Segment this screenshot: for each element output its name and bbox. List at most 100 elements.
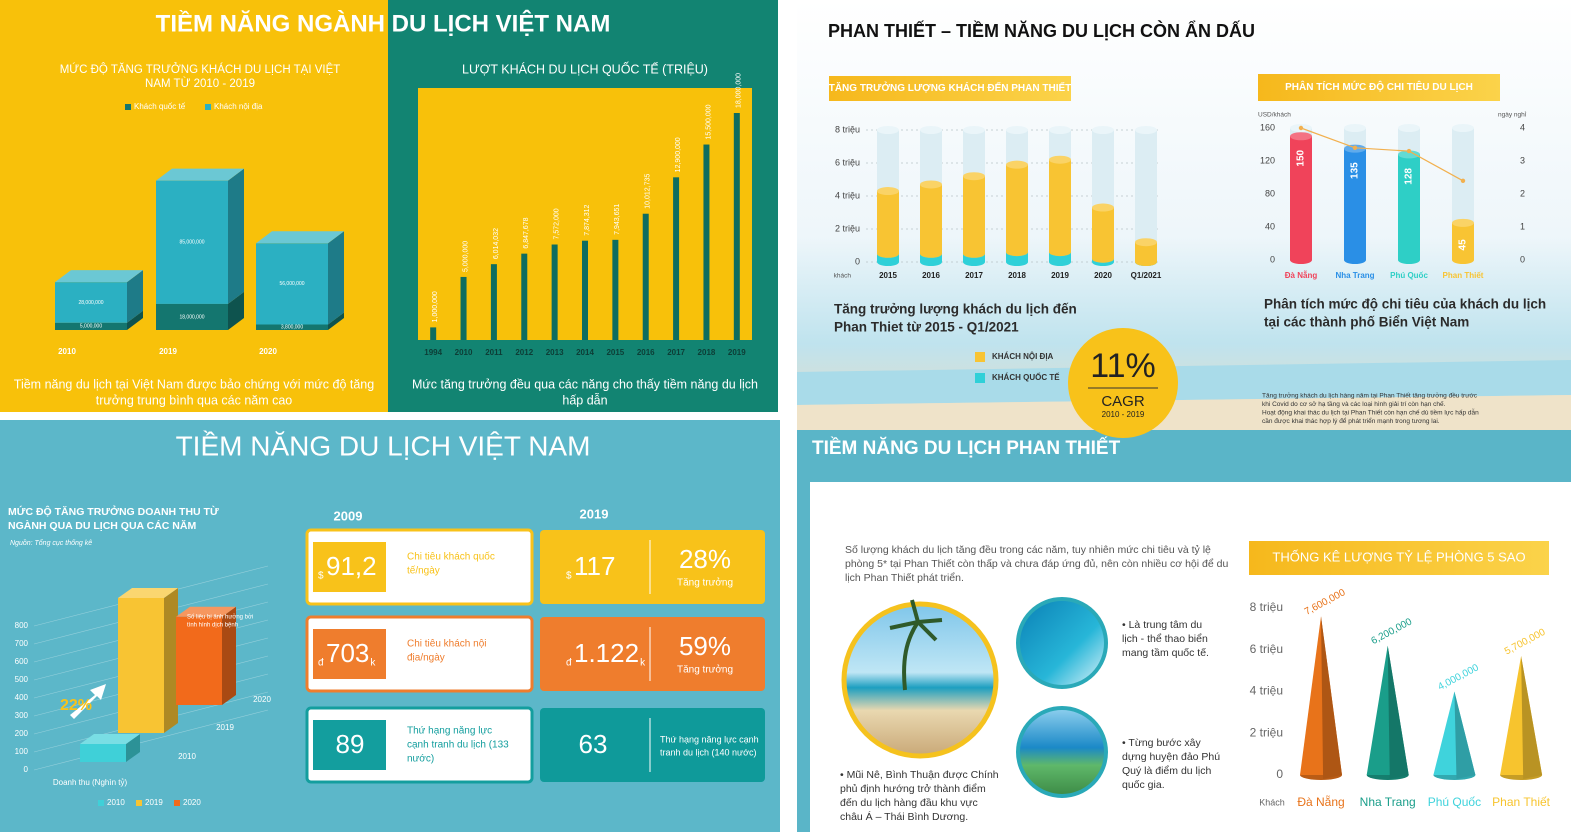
bar [256, 243, 328, 325]
bar-track-top [1452, 124, 1474, 132]
x-tick-label: 2011 [485, 348, 503, 357]
bar-top [118, 588, 178, 598]
caption: Phan Thiet từ 2015 - Q1/2021 [834, 320, 1019, 335]
sand [797, 395, 1571, 430]
chart-title: MỨC ĐỘ TĂNG TRƯỞNG DOANH THU TỪ [8, 505, 219, 518]
x-tick-label: 2013 [546, 348, 564, 357]
cone-shade [1521, 656, 1543, 779]
caption: Phân tích mức độ chi tiêu của khách du l… [1264, 297, 1546, 312]
unit-suffix: k [640, 657, 646, 668]
value-label: 5,000,000 [80, 324, 102, 330]
palm [889, 599, 943, 691]
y-tick-label: 0 [855, 256, 860, 266]
x-tick-label: 2015 [879, 271, 897, 280]
legend-swatch [205, 104, 211, 110]
year-header: 2019 [580, 506, 609, 521]
growth-value: 28% [679, 544, 731, 574]
bar-top [156, 168, 244, 181]
bar-top [1135, 238, 1157, 247]
y-tick-label: 200 [15, 729, 29, 738]
y-tick-label: 8 triệu [835, 124, 860, 134]
bar-side [328, 312, 344, 330]
x-tick-label: 2017 [965, 271, 983, 280]
value-label: 28,000,000 [78, 300, 103, 306]
y-tick-label: 600 [15, 657, 29, 666]
x-tick-label: 2020 [1094, 271, 1112, 280]
card [540, 530, 765, 604]
value-label: 135 [1350, 162, 1361, 179]
bar-top [1398, 150, 1420, 159]
value-label: 18,000,000 [736, 73, 743, 108]
x-tick-label: Nha Trang [1360, 795, 1416, 809]
bar [1344, 148, 1366, 260]
y2-axis-label: ngày nghỉ [1498, 111, 1527, 119]
y-tick-label: 80 [1265, 188, 1275, 198]
y-tick-label: 0 [24, 765, 29, 774]
bar [118, 598, 164, 733]
line-point [1298, 125, 1304, 131]
line-point [1352, 145, 1358, 150]
bar-top [1006, 160, 1028, 169]
y2-tick-label: 4 [1520, 122, 1525, 132]
unit-prefix: đ [318, 657, 324, 668]
x-tick-label: 2018 [1008, 271, 1026, 280]
bar [1006, 252, 1028, 262]
bar [733, 113, 740, 340]
bar [430, 327, 437, 340]
intro: phòng 5* tại Phan Thiết còn thấp và chưa… [845, 558, 1228, 570]
value-label: 18,000,000 [179, 314, 204, 320]
caption: trưởng trung bình qua các năm cao [96, 393, 293, 407]
bar-track-top [1398, 124, 1420, 132]
bar-track-top [963, 126, 985, 134]
legend-label: Khách nội địa [214, 102, 263, 111]
legend-label: 2020 [183, 798, 201, 807]
bar [920, 253, 942, 262]
chart-header [1249, 541, 1549, 575]
growth-value: 59% [679, 631, 731, 661]
x-tick-label: 2017 [667, 348, 685, 357]
bullet: lịch - thể thao biển [1122, 633, 1208, 645]
bar-top [1049, 155, 1071, 164]
chart-title: LƯỢT KHÁCH DU LỊCH QUỐC TẾ (TRIỆU) [462, 61, 708, 76]
x-tick-label: Đà Nẵng [1285, 271, 1318, 280]
note: Số liệu bị ảnh hưởng bởi [187, 614, 253, 621]
chart-header [1258, 74, 1500, 101]
note: Hoạt động khai thác du lịch tại Phan Thi… [1262, 408, 1479, 417]
bar [490, 264, 497, 340]
y-tick-label: 0 [1276, 767, 1283, 781]
bar [642, 213, 649, 340]
x-tick-label: 1994 [424, 348, 442, 357]
x-tick-label: Phú Quốc [1390, 271, 1428, 280]
value-label: 6,014,032 [493, 228, 500, 259]
bullet: • Là trung tâm du [1122, 619, 1202, 631]
y-tick-label: 800 [15, 621, 29, 630]
photo-beach [841, 601, 999, 759]
caption: Mức tăng trưởng đều qua các năng cho thấ… [412, 377, 758, 391]
note: cần được khai thác hợp lý để phát triển … [1262, 416, 1440, 425]
bar [156, 180, 228, 304]
legend-swatch [136, 800, 142, 806]
bar [521, 253, 528, 340]
panel-title: PHAN THIẾT – TIỀM NĂNG DU LỊCH CÒN ẨN DẤ… [828, 20, 1255, 41]
card-value: 1.122 [574, 638, 639, 668]
y2-tick-label: 2 [1520, 188, 1525, 198]
bar [963, 253, 985, 262]
bar [1398, 154, 1420, 260]
legend-label: KHÁCH NỘI ĐỊA [992, 352, 1054, 361]
y-tick-label: 700 [15, 639, 29, 648]
value-label: 128 [1404, 168, 1415, 185]
bar-track-top [877, 126, 899, 134]
x-tick-label: 2020 [253, 695, 271, 704]
card-label: nước) [407, 754, 434, 765]
value-label: 7,874,312 [584, 204, 591, 235]
y-tick-label: 400 [15, 693, 29, 702]
card-value: 91,2 [326, 551, 377, 581]
card [540, 617, 765, 691]
bar-top [1092, 203, 1114, 212]
unit-prefix: $ [566, 570, 572, 581]
value-label: 7,943,651 [614, 204, 621, 235]
chart-title: THỐNG KÊ LƯỢNG TỶ LỆ PHÒNG 5 SAO [1272, 549, 1525, 564]
y-tick-label: 2 triệu [835, 223, 860, 233]
bar-top [256, 231, 344, 244]
